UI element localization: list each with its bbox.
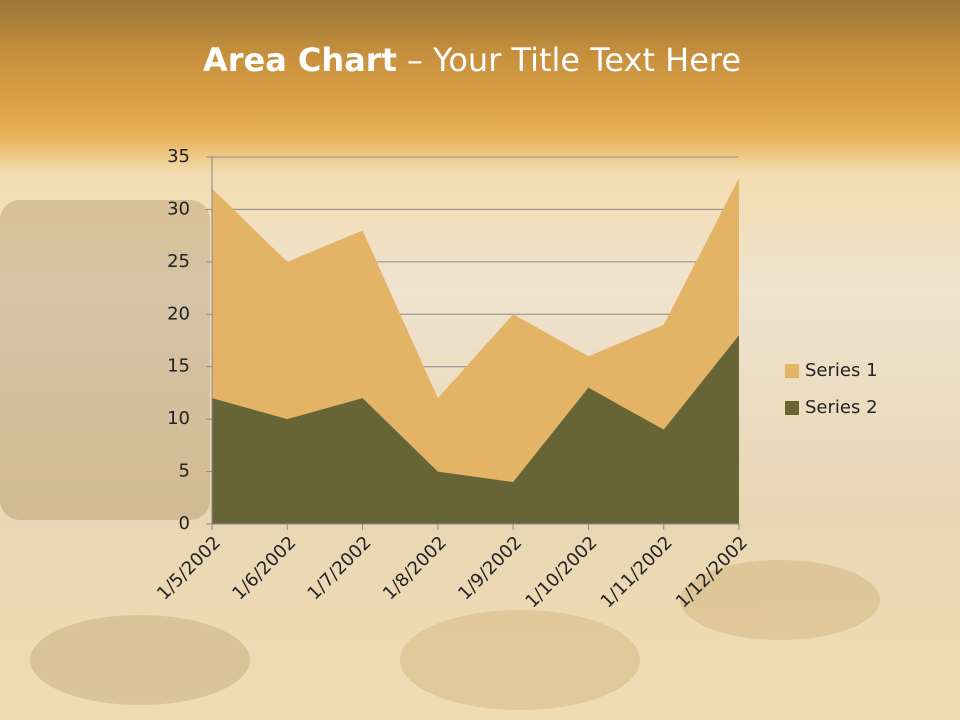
- x-tick-label: 1/5/2002: [153, 532, 225, 604]
- y-tick-label: 15: [167, 356, 190, 377]
- x-tick-label: 1/9/2002: [454, 532, 526, 604]
- legend-label: Series 2: [805, 397, 878, 418]
- y-tick-label: 5: [179, 461, 190, 482]
- x-tick-label: 1/6/2002: [228, 532, 300, 604]
- y-tick-label: 30: [167, 198, 190, 219]
- background-decor: [0, 200, 880, 710]
- area: [212, 335, 739, 524]
- legend-swatch: [785, 364, 799, 378]
- y-tick-label: 35: [167, 146, 190, 167]
- y-tick-label: 25: [167, 251, 190, 272]
- legend-label: Series 1: [805, 360, 878, 381]
- y-tick-label: 20: [167, 303, 190, 324]
- y-tick-label: 0: [179, 513, 190, 534]
- title-bold: Area Chart: [203, 41, 397, 79]
- x-tick-label: 1/7/2002: [304, 532, 376, 604]
- y-tick-label: 10: [167, 408, 190, 429]
- title-rest: – Your Title Text Here: [407, 41, 741, 79]
- x-tick-label: 1/10/2002: [521, 532, 601, 612]
- x-tick-label: 1/8/2002: [379, 532, 451, 604]
- slide-title: Area Chart – Your Title Text Here: [203, 41, 741, 79]
- legend-swatch: [785, 401, 799, 415]
- x-tick-label: 1/11/2002: [597, 532, 677, 612]
